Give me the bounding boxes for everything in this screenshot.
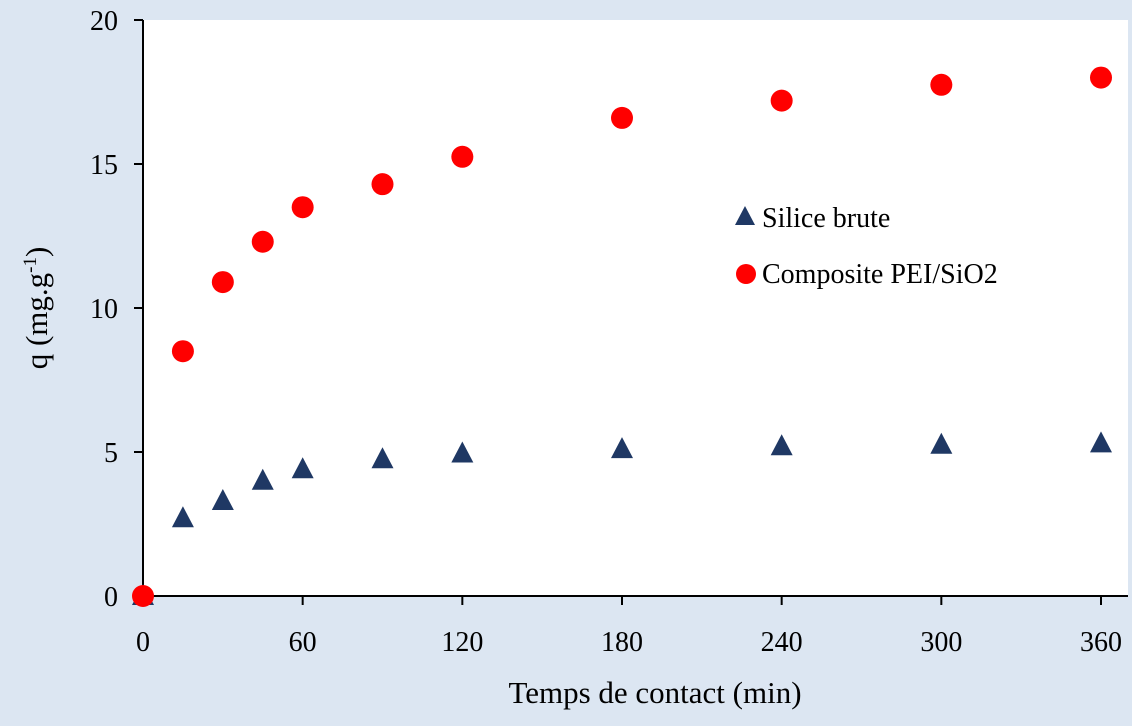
data-point-silice-brute [1090,431,1112,453]
x-tick-label: 300 [920,627,962,658]
y-tick-label: 10 [90,294,118,325]
data-point-composite [251,230,274,253]
data-point-composite [171,340,194,363]
x-tick-label: 240 [761,627,803,658]
y-tick-label: 15 [90,150,118,181]
y-ticks: 0 5 10 15 20 [90,6,143,613]
y-axis-title-superscript: -1 [20,257,41,273]
legend-label-composite: Composite PEI/SiO2 [762,259,998,290]
plot-area [143,20,1128,596]
data-point-silice-brute [371,447,394,469]
data-point-silice-brute [291,457,314,479]
x-tick-label: 60 [289,627,317,658]
data-point-silice-brute [451,441,474,463]
legend-marker-silice-brute [735,206,755,225]
y-axis-title-main: q (mg.g [19,273,54,369]
y-tick-label: 5 [104,438,118,469]
data-point-composite [1090,66,1112,89]
data-point-silice-brute [211,488,234,510]
legend: Silice brute Composite PEI/SiO2 [735,203,998,290]
data-point-composite [930,73,953,96]
data-point-composite [611,106,633,129]
legend-marker-composite [736,264,756,284]
y-axis-title: q (mg.g-1) [19,247,54,370]
data-point-silice-brute [251,468,274,490]
y-tick-label: 0 [104,582,118,613]
x-tick-label: 180 [601,627,643,658]
data-point-composite [132,585,154,607]
data-point-composite [451,145,474,168]
data-point-silice-brute [611,437,633,459]
legend-label-silice-brute: Silice brute [762,203,890,234]
data-points [132,66,1112,607]
data-point-composite [291,196,314,219]
x-ticks: 0 60 120 180 240 300 360 [136,596,1122,658]
x-axis-title: Temps de contact (min) [508,675,801,710]
data-point-composite [770,89,793,112]
data-point-composite [211,271,234,294]
y-tick-label: 20 [90,6,118,37]
data-point-silice-brute [770,434,793,456]
x-tick-label: 0 [136,627,150,658]
x-tick-label: 360 [1080,627,1122,658]
x-tick-label: 120 [441,627,483,658]
y-axis-title-close: ) [19,247,54,257]
data-point-composite [371,173,394,196]
data-point-silice-brute [930,432,953,454]
data-point-silice-brute [171,506,194,528]
